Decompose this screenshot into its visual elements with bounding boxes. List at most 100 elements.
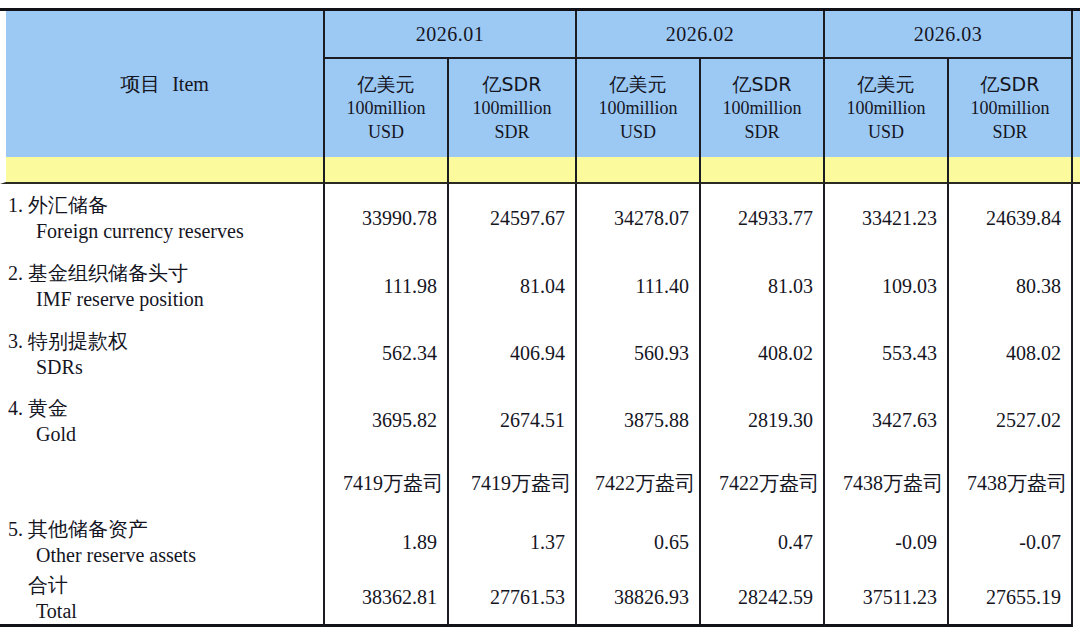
unit-usd-zh: 亿美元 (610, 72, 667, 96)
value-cell: 408.02 (949, 320, 1073, 387)
separator-band (325, 157, 449, 184)
unit-sdr-zh: 亿SDR (733, 72, 792, 96)
total-value-cell: 27761.53 (449, 571, 577, 627)
unit-sdr-100million: 100million (472, 96, 551, 120)
unit-usd-100million: 100million (846, 96, 925, 120)
row-label-zh: 合计 (28, 573, 68, 597)
value-cell: 562.34 (325, 320, 449, 387)
row-label-gold-ounces-empty (0, 454, 325, 513)
value-cell: 34278.07 (577, 184, 701, 252)
row-label-gold: 4.黄金 Gold (0, 387, 325, 454)
unit-sdr-code: SDR (744, 120, 779, 144)
unit-usd-100million: 100million (598, 96, 677, 120)
separator-band (577, 157, 701, 184)
value-cell: 2819.30 (701, 387, 825, 454)
column-header-sdr-m2: 亿SDR 100million SDR (701, 59, 825, 157)
unit-sdr-100million: 100million (970, 96, 1049, 120)
gold-ounces-cell: 7422万盎司 (577, 454, 701, 513)
row-label-en: Gold (0, 421, 323, 447)
total-value-cell: 38362.81 (325, 571, 449, 627)
gold-ounces-cell: 7438万盎司 (949, 454, 1073, 513)
value-cell: 24639.84 (949, 184, 1073, 252)
total-value-cell: 28242.59 (701, 571, 825, 627)
value-cell: 111.98 (325, 252, 449, 320)
row-label-zh: 其他储备资产 (28, 517, 148, 541)
separator-band (949, 157, 1073, 184)
column-header-sdr-m3: 亿SDR 100million SDR (949, 59, 1073, 157)
row-label-other-reserve-assets: 5.其他储备资产 Other reserve assets (0, 513, 325, 571)
total-value-cell: 37511.23 (825, 571, 949, 627)
column-header-usd-m3: 亿美元 100million USD (825, 59, 949, 157)
total-value-cell: 38826.93 (577, 571, 701, 627)
unit-sdr-zh: 亿SDR (483, 72, 542, 96)
row-label-foreign-currency-reserves: 1.外汇储备 Foreign currency reserves (0, 184, 325, 252)
gold-ounces-cell: 7419万盎司 (449, 454, 577, 513)
value-cell: 80.38 (949, 252, 1073, 320)
value-cell: 109.03 (825, 252, 949, 320)
value-cell: 24933.77 (701, 184, 825, 252)
unit-usd-zh: 亿美元 (358, 72, 415, 96)
value-cell: 24597.67 (449, 184, 577, 252)
unit-sdr-100million: 100million (722, 96, 801, 120)
row-label-en: SDRs (0, 354, 323, 380)
column-header-month-3: 2026.03 (825, 11, 1073, 59)
total-value-cell: 27655.19 (949, 571, 1073, 627)
value-cell: 33421.23 (825, 184, 949, 252)
row-label-zh: 黄金 (28, 396, 68, 420)
column-header-month-1: 2026.01 (325, 11, 577, 59)
row-label-en: Foreign currency reserves (0, 218, 323, 244)
separator-band (449, 157, 577, 184)
separator-band (0, 157, 325, 184)
value-cell: 81.04 (449, 252, 577, 320)
row-label-zh: 特别提款权 (28, 329, 128, 353)
separator-band-sliver (1073, 157, 1080, 184)
value-cell: 3427.63 (825, 387, 949, 454)
value-cell: -0.09 (825, 513, 949, 571)
separator-band (825, 157, 949, 184)
value-cell: 0.65 (577, 513, 701, 571)
unit-usd-zh: 亿美元 (858, 72, 915, 96)
item-header-en: Item (172, 73, 209, 96)
value-cell: 1.37 (449, 513, 577, 571)
gold-ounces-cell: 7419万盎司 (325, 454, 449, 513)
value-cell: 111.40 (577, 252, 701, 320)
item-header-zh: 项目 (120, 71, 160, 98)
column-header-usd-m1: 亿美元 100million USD (325, 59, 449, 157)
value-cell: -0.07 (949, 513, 1073, 571)
value-cell: 0.47 (701, 513, 825, 571)
row-label-en: IMF reserve position (0, 286, 323, 312)
column-header-month-2: 2026.02 (577, 11, 825, 59)
row-number: 5. (8, 516, 28, 542)
unit-usd-code: USD (868, 120, 904, 144)
gold-ounces-cell: 7438万盎司 (825, 454, 949, 513)
value-cell: 1.89 (325, 513, 449, 571)
row-label-total: 合计 Total (0, 571, 325, 627)
row-label-zh: 基金组织储备头寸 (28, 261, 188, 285)
row-label-sdrs: 3.特别提款权 SDRs (0, 320, 325, 387)
unit-sdr-zh: 亿SDR (981, 72, 1040, 96)
value-cell: 2674.51 (449, 387, 577, 454)
unit-sdr-code: SDR (494, 120, 529, 144)
gold-ounces-cell: 7422万盎司 (701, 454, 825, 513)
row-label-en: Other reserve assets (0, 542, 323, 568)
row-number: 4. (8, 395, 28, 421)
row-number: 2. (8, 260, 28, 286)
header-edge-sliver (1073, 11, 1080, 157)
row-label-en: Total (0, 598, 323, 624)
unit-sdr-code: SDR (992, 120, 1027, 144)
row-number: 1. (8, 192, 28, 218)
row-label-imf-reserve-position: 2.基金组织储备头寸 IMF reserve position (0, 252, 325, 320)
value-cell: 3875.88 (577, 387, 701, 454)
reserve-assets-table: 项目 Item 2026.01 2026.02 2026.03 亿美元 100mi… (0, 8, 1080, 627)
row-number: 3. (8, 328, 28, 354)
unit-usd-code: USD (368, 120, 404, 144)
unit-usd-code: USD (620, 120, 656, 144)
row-label-zh: 外汇储备 (28, 193, 108, 217)
column-header-usd-m2: 亿美元 100million USD (577, 59, 701, 157)
value-cell: 81.03 (701, 252, 825, 320)
value-cell: 406.94 (449, 320, 577, 387)
column-header-item: 项目 Item (0, 11, 325, 157)
column-header-sdr-m1: 亿SDR 100million SDR (449, 59, 577, 157)
value-cell: 553.43 (825, 320, 949, 387)
value-cell: 3695.82 (325, 387, 449, 454)
